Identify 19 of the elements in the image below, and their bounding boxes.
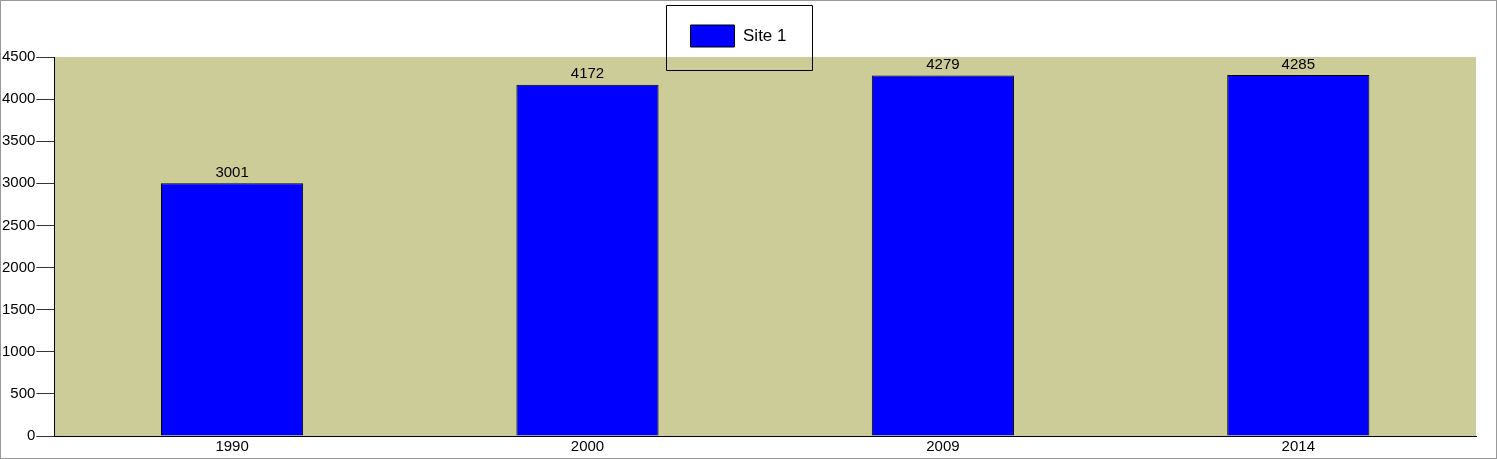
y-tick-label: 3500 bbox=[1, 131, 36, 149]
x-tick-label: 1990 bbox=[215, 437, 249, 455]
y-tick-label: 3000 bbox=[1, 173, 36, 191]
y-tick-label: 4500 bbox=[1, 47, 36, 65]
x-tick-label: 2009 bbox=[926, 437, 960, 455]
legend-label: Site 1 bbox=[743, 25, 787, 45]
x-tick-label: 2000 bbox=[570, 437, 605, 455]
y-tick-label: 500 bbox=[10, 384, 36, 402]
y-tick-label: 0 bbox=[27, 426, 36, 444]
data-label: 4279 bbox=[926, 55, 960, 73]
y-tick-label: 1000 bbox=[1, 341, 36, 359]
x-tick-label: 2014 bbox=[1281, 437, 1315, 455]
y-tick-label: 2000 bbox=[1, 257, 36, 275]
data-label: 4172 bbox=[570, 64, 605, 82]
data-label: 4285 bbox=[1281, 54, 1315, 72]
y-tick-label: 4000 bbox=[1, 89, 36, 107]
data-label: 3001 bbox=[215, 162, 249, 180]
y-tick-label: 2500 bbox=[1, 215, 36, 233]
y-tick-label: 1500 bbox=[1, 299, 36, 317]
